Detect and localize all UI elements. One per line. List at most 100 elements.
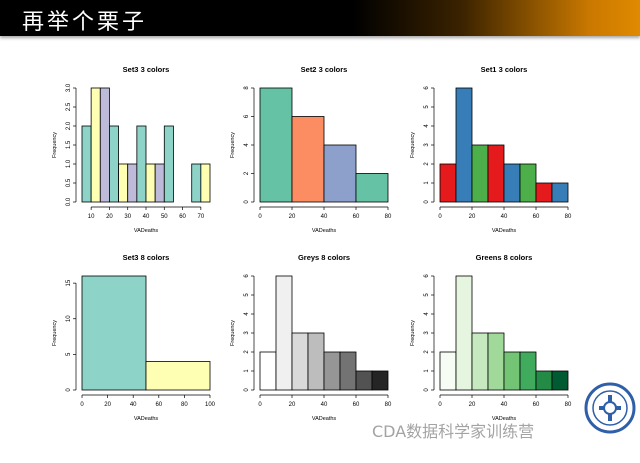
- x-tick-label: 20: [289, 214, 296, 220]
- y-tick-label: 2.5: [66, 102, 72, 111]
- chart-title: Set2 3 colors: [301, 65, 348, 74]
- histogram-bar: [535, 370, 553, 391]
- chart-panel: Set2 3 colors 0 20 40 60 80 VADeaths 0 2 4 6 8 Frequ…: [230, 65, 392, 234]
- histogram-bar: [127, 163, 138, 203]
- histogram-bar: [439, 163, 457, 203]
- histogram-bar: [439, 351, 457, 391]
- y-tick-label: 3: [244, 331, 250, 335]
- x-tick-label: 40: [321, 214, 328, 220]
- x-axis-label: VADeaths: [312, 416, 337, 422]
- histogram-bar: [163, 125, 174, 203]
- x-tick-label: 80: [181, 402, 188, 408]
- chart-panel: Set1 3 colors 0 20 40 60 80 VADeaths 0 1 2 3 4 5 6 Fre…: [410, 65, 572, 234]
- chart-panel: Set3 3 colors 10 20 30 40 50 60 70 VADeaths 0.0 0.…: [52, 65, 211, 234]
- x-axis-label: VADeaths: [492, 228, 517, 234]
- y-axis-label: Frequency: [52, 320, 58, 346]
- x-tick-label: 30: [124, 214, 131, 220]
- y-tick-label: 2.0: [66, 121, 72, 130]
- histogram-bar: [145, 163, 156, 203]
- x-tick-label: 40: [130, 402, 137, 408]
- histogram-bar: [551, 370, 569, 391]
- y-axis-label: Frequency: [52, 132, 58, 158]
- x-tick-label: 0: [258, 402, 262, 408]
- histogram-bar: [81, 125, 92, 203]
- y-tick-label: 5: [244, 293, 250, 297]
- histogram-bar: [90, 87, 101, 203]
- x-axis-label: VADeaths: [312, 228, 337, 234]
- histogram-bar: [259, 351, 277, 391]
- y-tick-label: 2: [424, 162, 430, 166]
- y-tick-label: 1.5: [66, 140, 72, 149]
- x-tick-label: 60: [353, 214, 360, 220]
- histogram-bar: [307, 332, 325, 391]
- histogram-bar: [323, 144, 357, 203]
- y-tick-label: 2: [424, 350, 430, 354]
- y-tick-label: 0.5: [66, 178, 72, 187]
- x-tick-label: 60: [533, 214, 540, 220]
- y-tick-label: 0: [424, 200, 430, 204]
- y-tick-label: 6: [424, 86, 430, 90]
- x-axis-label: VADeaths: [492, 416, 517, 422]
- x-tick-label: 20: [106, 214, 113, 220]
- y-tick-label: 4: [244, 312, 250, 316]
- histogram-bar: [291, 332, 309, 391]
- y-tick-label: 2: [244, 350, 250, 354]
- title-banner: 再举个栗子: [0, 0, 640, 36]
- histogram-bar: [200, 163, 211, 203]
- histogram-bar: [455, 87, 473, 203]
- y-tick-label: 0.0: [66, 197, 72, 206]
- x-tick-label: 80: [565, 214, 572, 220]
- y-tick-label: 4: [244, 143, 250, 147]
- y-tick-label: 1: [244, 369, 250, 373]
- x-axis-label: VADeaths: [134, 228, 159, 234]
- histogram-bar: [136, 125, 147, 203]
- org-seal-icon: [584, 382, 636, 434]
- watermark-text: CDA数据科学家训练营: [372, 422, 535, 441]
- x-tick-label: 60: [155, 402, 162, 408]
- x-tick-label: 80: [565, 402, 572, 408]
- y-axis-label: Frequency: [230, 320, 236, 346]
- chart-panel: Set3 8 colors 0 20 40 60 80 100 VADeaths 0 5 10 15 F…: [52, 253, 216, 422]
- y-tick-label: 5: [66, 352, 72, 356]
- histogram-bar: [145, 361, 211, 391]
- histogram-bar: [259, 87, 293, 203]
- histogram-bar: [323, 351, 341, 391]
- chart-title: Set1 3 colors: [481, 65, 528, 74]
- y-tick-label: 1: [424, 181, 430, 185]
- y-tick-label: 0: [244, 388, 250, 392]
- x-tick-label: 80: [385, 402, 392, 408]
- x-tick-label: 60: [533, 402, 540, 408]
- chart-title: Greys 8 colors: [298, 253, 350, 262]
- histogram-bar: [81, 275, 147, 391]
- x-tick-label: 40: [501, 214, 508, 220]
- histogram-bar: [471, 332, 489, 391]
- x-tick-label: 40: [501, 402, 508, 408]
- histogram-bar: [191, 163, 202, 203]
- histogram-bar: [109, 125, 119, 203]
- y-tick-label: 3: [424, 331, 430, 335]
- y-tick-label: 8: [244, 86, 250, 90]
- histogram-bar: [471, 144, 489, 203]
- x-tick-label: 60: [179, 214, 186, 220]
- histogram-bar: [99, 87, 110, 203]
- chart-title: Set3 3 colors: [123, 65, 170, 74]
- histogram-bar: [371, 370, 389, 391]
- y-axis-label: Frequency: [410, 320, 416, 346]
- y-tick-label: 3.0: [66, 83, 72, 92]
- y-tick-label: 0: [66, 388, 72, 392]
- chart-panel: Greys 8 colors 0 20 40 60 80 VADeaths 0 1 2 3 4 5 6 Fr…: [230, 253, 392, 422]
- histogram-bar: [503, 351, 521, 391]
- x-tick-label: 0: [258, 214, 262, 220]
- x-tick-label: 40: [143, 214, 150, 220]
- y-tick-label: 4: [424, 312, 430, 316]
- y-axis-label: Frequency: [230, 132, 236, 158]
- x-tick-label: 40: [321, 402, 328, 408]
- histogram-bar: [291, 116, 325, 203]
- x-tick-label: 80: [385, 214, 392, 220]
- y-tick-label: 5: [424, 293, 430, 297]
- x-tick-label: 70: [198, 214, 205, 220]
- y-tick-label: 4: [424, 124, 430, 128]
- histogram-bar: [355, 173, 389, 203]
- chart-title: Set3 8 colors: [123, 253, 170, 262]
